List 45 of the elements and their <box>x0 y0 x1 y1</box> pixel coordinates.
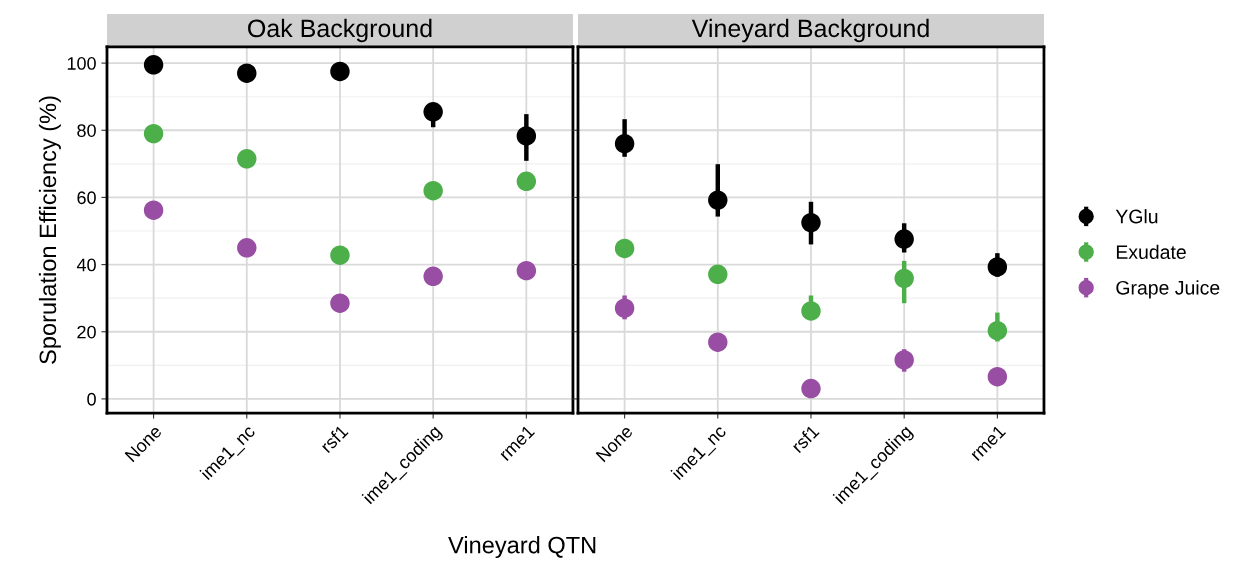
point <box>143 123 164 144</box>
legend-label: Grape Juice <box>1116 280 1220 299</box>
point <box>614 298 635 318</box>
point <box>801 212 821 233</box>
point <box>237 238 257 258</box>
y-tick-label: 100 <box>67 57 96 70</box>
y-tick-label: 80 <box>77 124 96 137</box>
point <box>708 332 728 352</box>
point <box>708 264 728 285</box>
point <box>516 171 537 192</box>
chart-title: Oak Background <box>248 18 432 43</box>
legend-label: YGlu <box>1115 209 1158 224</box>
point <box>516 260 537 281</box>
point <box>894 350 914 370</box>
y-tick-label: 20 <box>77 325 96 339</box>
y-tick-label: 60 <box>77 191 96 205</box>
legend-label: Exudate <box>1116 244 1186 260</box>
point <box>708 190 728 210</box>
point <box>801 378 821 399</box>
y-tick-label: 40 <box>76 258 96 272</box>
y-tick-label: 0 <box>87 392 96 406</box>
point <box>423 102 443 122</box>
point <box>423 180 443 201</box>
point <box>987 321 1008 341</box>
point <box>143 200 164 220</box>
point <box>987 367 1008 387</box>
y-axis-title: Sporulation Efficiency (%) <box>38 96 61 364</box>
x-axis-title: Vineyard QTN <box>448 536 596 559</box>
x-tick-label: rsf1 <box>790 424 820 454</box>
point <box>516 126 537 146</box>
chart-title: Vineyard Background <box>691 18 929 43</box>
point <box>423 266 443 287</box>
point <box>330 293 350 313</box>
point <box>894 268 914 289</box>
point <box>987 257 1008 277</box>
point <box>330 61 350 82</box>
point <box>143 55 164 75</box>
point <box>237 149 257 169</box>
point <box>237 63 257 83</box>
x-tick-label: rsf1 <box>319 424 349 454</box>
point <box>614 133 635 154</box>
point <box>801 301 821 321</box>
point <box>894 229 914 249</box>
point <box>614 238 635 259</box>
point <box>330 245 350 265</box>
